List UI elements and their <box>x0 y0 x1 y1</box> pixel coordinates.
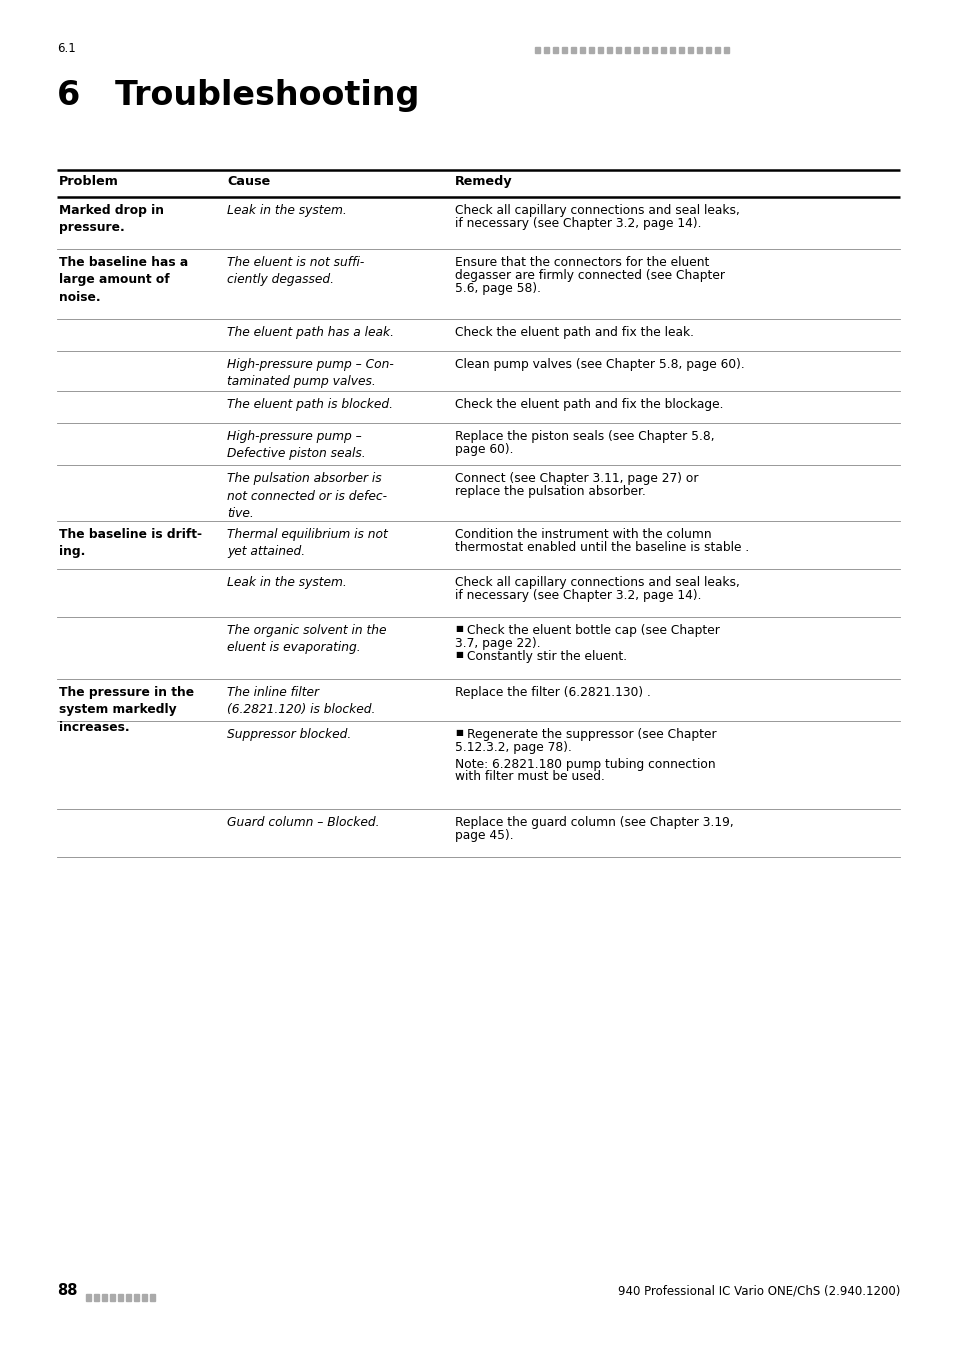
Text: The pulsation absorber is
not connected or is defec-
tive.: The pulsation absorber is not connected … <box>227 472 387 520</box>
Text: Check all capillary connections and seal leaks,: Check all capillary connections and seal… <box>455 576 740 589</box>
Bar <box>697 47 701 53</box>
Text: Replace the guard column (see Chapter 3.19,: Replace the guard column (see Chapter 3.… <box>455 815 733 829</box>
Text: Marked drop in
pressure.: Marked drop in pressure. <box>59 204 164 235</box>
Text: page 45).: page 45). <box>455 829 513 842</box>
Text: replace the pulsation absorber.: replace the pulsation absorber. <box>455 485 645 498</box>
Bar <box>642 47 647 53</box>
Text: Check the eluent path and fix the leak.: Check the eluent path and fix the leak. <box>455 325 693 339</box>
Bar <box>150 1295 154 1301</box>
Bar <box>606 47 612 53</box>
Text: page 60).: page 60). <box>455 443 513 456</box>
Bar <box>579 47 584 53</box>
Text: Constantly stir the eluent.: Constantly stir the eluent. <box>467 649 626 663</box>
Text: Cause: Cause <box>227 176 270 188</box>
Bar <box>616 47 620 53</box>
Bar <box>660 47 665 53</box>
Bar <box>94 1295 99 1301</box>
Text: Ensure that the connectors for the eluent: Ensure that the connectors for the eluen… <box>455 256 709 269</box>
Text: The baseline has a
large amount of
noise.: The baseline has a large amount of noise… <box>59 256 188 304</box>
Bar <box>588 47 594 53</box>
Text: Condition the instrument with the column: Condition the instrument with the column <box>455 528 711 541</box>
Bar <box>705 47 710 53</box>
Bar <box>110 1295 115 1301</box>
Text: 88: 88 <box>57 1282 77 1297</box>
Bar <box>535 47 539 53</box>
Bar <box>142 1295 147 1301</box>
Text: thermostat enabled until the baseline is stable .: thermostat enabled until the baseline is… <box>455 541 748 554</box>
Bar <box>624 47 629 53</box>
Text: Note: 6.2821.180 pump tubing connection: Note: 6.2821.180 pump tubing connection <box>455 757 715 771</box>
Text: Leak in the system.: Leak in the system. <box>227 576 346 589</box>
Bar <box>714 47 720 53</box>
Text: Check the eluent path and fix the blockage.: Check the eluent path and fix the blocka… <box>455 398 722 410</box>
Text: if necessary (see Chapter 3.2, page 14).: if necessary (see Chapter 3.2, page 14). <box>455 217 700 230</box>
Text: Thermal equilibrium is not
yet attained.: Thermal equilibrium is not yet attained. <box>227 528 387 559</box>
Text: degasser are firmly connected (see Chapter: degasser are firmly connected (see Chapt… <box>455 269 724 282</box>
Bar <box>102 1295 107 1301</box>
Bar <box>553 47 558 53</box>
Text: Guard column – Blocked.: Guard column – Blocked. <box>227 815 379 829</box>
Bar <box>571 47 576 53</box>
Text: The organic solvent in the
eluent is evaporating.: The organic solvent in the eluent is eva… <box>227 624 386 655</box>
Text: Remedy: Remedy <box>455 176 512 188</box>
Text: ■: ■ <box>455 624 462 633</box>
Text: The pressure in the
system markedly
increases.: The pressure in the system markedly incr… <box>59 686 193 734</box>
Bar <box>126 1295 131 1301</box>
Text: The eluent path is blocked.: The eluent path is blocked. <box>227 398 393 410</box>
Bar <box>634 47 639 53</box>
Text: Clean pump valves (see Chapter 5.8, page 60).: Clean pump valves (see Chapter 5.8, page… <box>455 358 744 371</box>
Text: 5.12.3.2, page 78).: 5.12.3.2, page 78). <box>455 741 571 753</box>
Bar <box>133 1295 139 1301</box>
Bar <box>669 47 675 53</box>
Bar <box>598 47 602 53</box>
Text: if necessary (see Chapter 3.2, page 14).: if necessary (see Chapter 3.2, page 14). <box>455 589 700 602</box>
Text: Leak in the system.: Leak in the system. <box>227 204 346 217</box>
Text: ■: ■ <box>455 728 462 737</box>
Text: Regenerate the suppressor (see Chapter: Regenerate the suppressor (see Chapter <box>467 728 716 741</box>
Bar <box>723 47 728 53</box>
Text: 6   Troubleshooting: 6 Troubleshooting <box>57 80 419 112</box>
Text: The inline filter
(6.2821.120) is blocked.: The inline filter (6.2821.120) is blocke… <box>227 686 375 717</box>
Bar <box>687 47 692 53</box>
Text: 5.6, page 58).: 5.6, page 58). <box>455 282 540 294</box>
Text: Suppressor blocked.: Suppressor blocked. <box>227 728 351 741</box>
Text: High-pressure pump –
Defective piston seals.: High-pressure pump – Defective piston se… <box>227 431 365 460</box>
Text: Check all capillary connections and seal leaks,: Check all capillary connections and seal… <box>455 204 740 217</box>
Text: The eluent path has a leak.: The eluent path has a leak. <box>227 325 394 339</box>
Text: with filter must be used.: with filter must be used. <box>455 771 604 783</box>
Text: Replace the piston seals (see Chapter 5.8,: Replace the piston seals (see Chapter 5.… <box>455 431 714 443</box>
Text: Check the eluent bottle cap (see Chapter: Check the eluent bottle cap (see Chapter <box>467 624 720 637</box>
Text: High-pressure pump – Con-
taminated pump valves.: High-pressure pump – Con- taminated pump… <box>227 358 394 389</box>
Text: The eluent is not suffi-
ciently degassed.: The eluent is not suffi- ciently degasse… <box>227 256 364 286</box>
Bar <box>651 47 657 53</box>
Text: Replace the filter (6.2821.130) .: Replace the filter (6.2821.130) . <box>455 686 650 699</box>
Bar <box>543 47 548 53</box>
Text: Connect (see Chapter 3.11, page 27) or: Connect (see Chapter 3.11, page 27) or <box>455 472 698 485</box>
Text: ■: ■ <box>455 649 462 659</box>
Bar <box>118 1295 123 1301</box>
Text: Problem: Problem <box>59 176 119 188</box>
Text: 6.1: 6.1 <box>57 42 75 55</box>
Text: 3.7, page 22).: 3.7, page 22). <box>455 637 540 649</box>
Bar <box>86 1295 91 1301</box>
Text: 940 Professional IC Vario ONE/ChS (2.940.1200): 940 Professional IC Vario ONE/ChS (2.940… <box>617 1285 899 1297</box>
Text: The baseline is drift-
ing.: The baseline is drift- ing. <box>59 528 202 559</box>
Bar <box>561 47 566 53</box>
Bar <box>679 47 683 53</box>
